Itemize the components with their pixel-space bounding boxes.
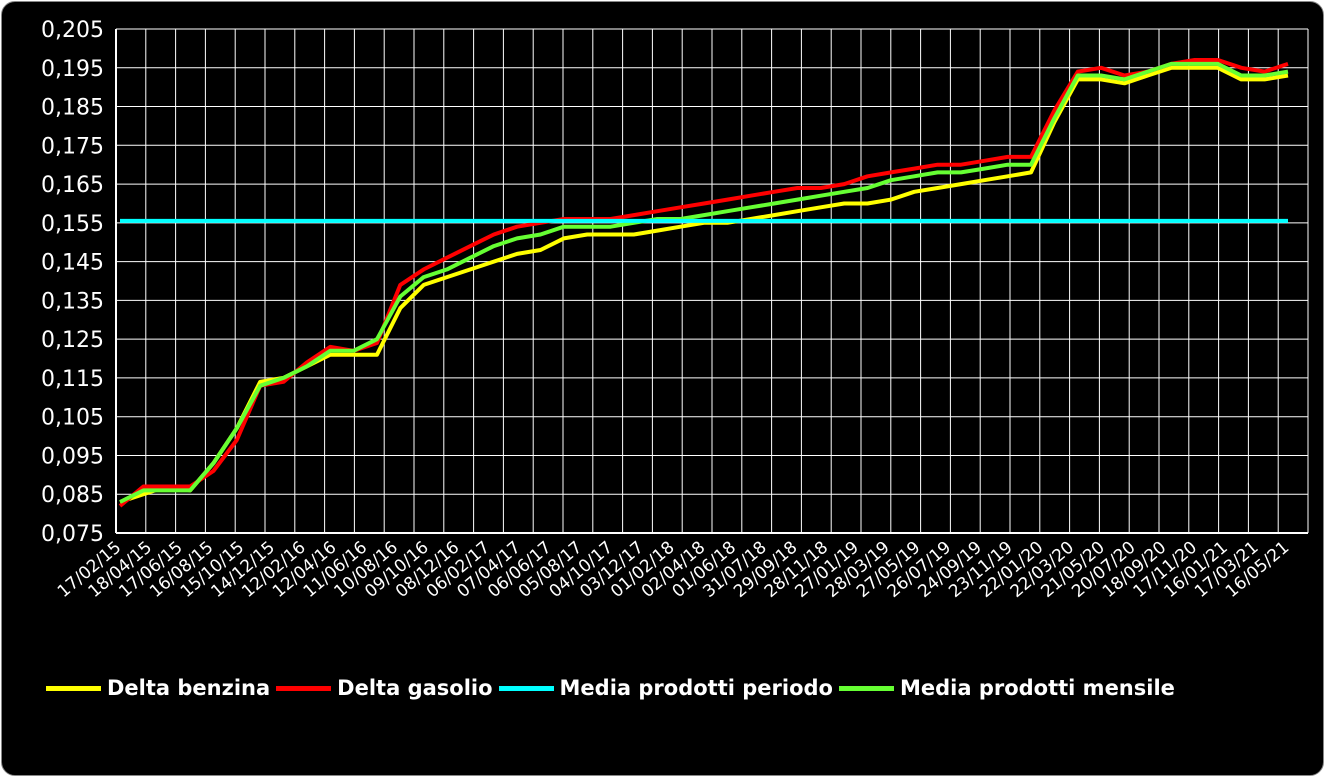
legend-swatch-media-periodo <box>499 686 554 691</box>
y-tick-label: 0,165 <box>41 173 104 198</box>
y-tick-label: 0,145 <box>41 251 104 276</box>
y-tick-label: 0,185 <box>41 96 104 121</box>
y-tick-label: 0,175 <box>41 134 104 159</box>
y-tick-label: 0,135 <box>41 289 104 314</box>
legend-label: Delta gasolio <box>337 676 492 700</box>
y-tick-label: 0,195 <box>41 57 104 82</box>
legend-item-gasolio: Delta gasolio <box>276 676 492 700</box>
legend-swatch-benzina <box>46 686 101 691</box>
legend-item-media-mensile: Media prodotti mensile <box>839 676 1175 700</box>
y-tick-label: 0,115 <box>41 367 104 392</box>
legend: Delta benzina Delta gasolio Media prodot… <box>46 676 1181 700</box>
legend-item-media-periodo: Media prodotti periodo <box>499 676 833 700</box>
y-tick-label: 0,105 <box>41 406 104 431</box>
legend-label: Media prodotti periodo <box>560 676 833 700</box>
legend-swatch-gasolio <box>276 686 331 691</box>
legend-label: Media prodotti mensile <box>900 676 1175 700</box>
y-tick-label: 0,205 <box>41 18 104 43</box>
legend-label: Delta benzina <box>107 676 270 700</box>
y-tick-label: 0,075 <box>41 522 104 547</box>
y-tick-label: 0,155 <box>41 212 104 237</box>
legend-swatch-media-mensile <box>839 686 894 691</box>
y-tick-label: 0,095 <box>41 444 104 469</box>
legend-item-benzina: Delta benzina <box>46 676 270 700</box>
line-chart: 0,075 0,085 0,095 0,105 0,115 0,125 0,135 0,145… <box>2 2 1323 662</box>
y-tick-label: 0,085 <box>41 483 104 508</box>
y-tick-label: 0,125 <box>41 328 104 353</box>
